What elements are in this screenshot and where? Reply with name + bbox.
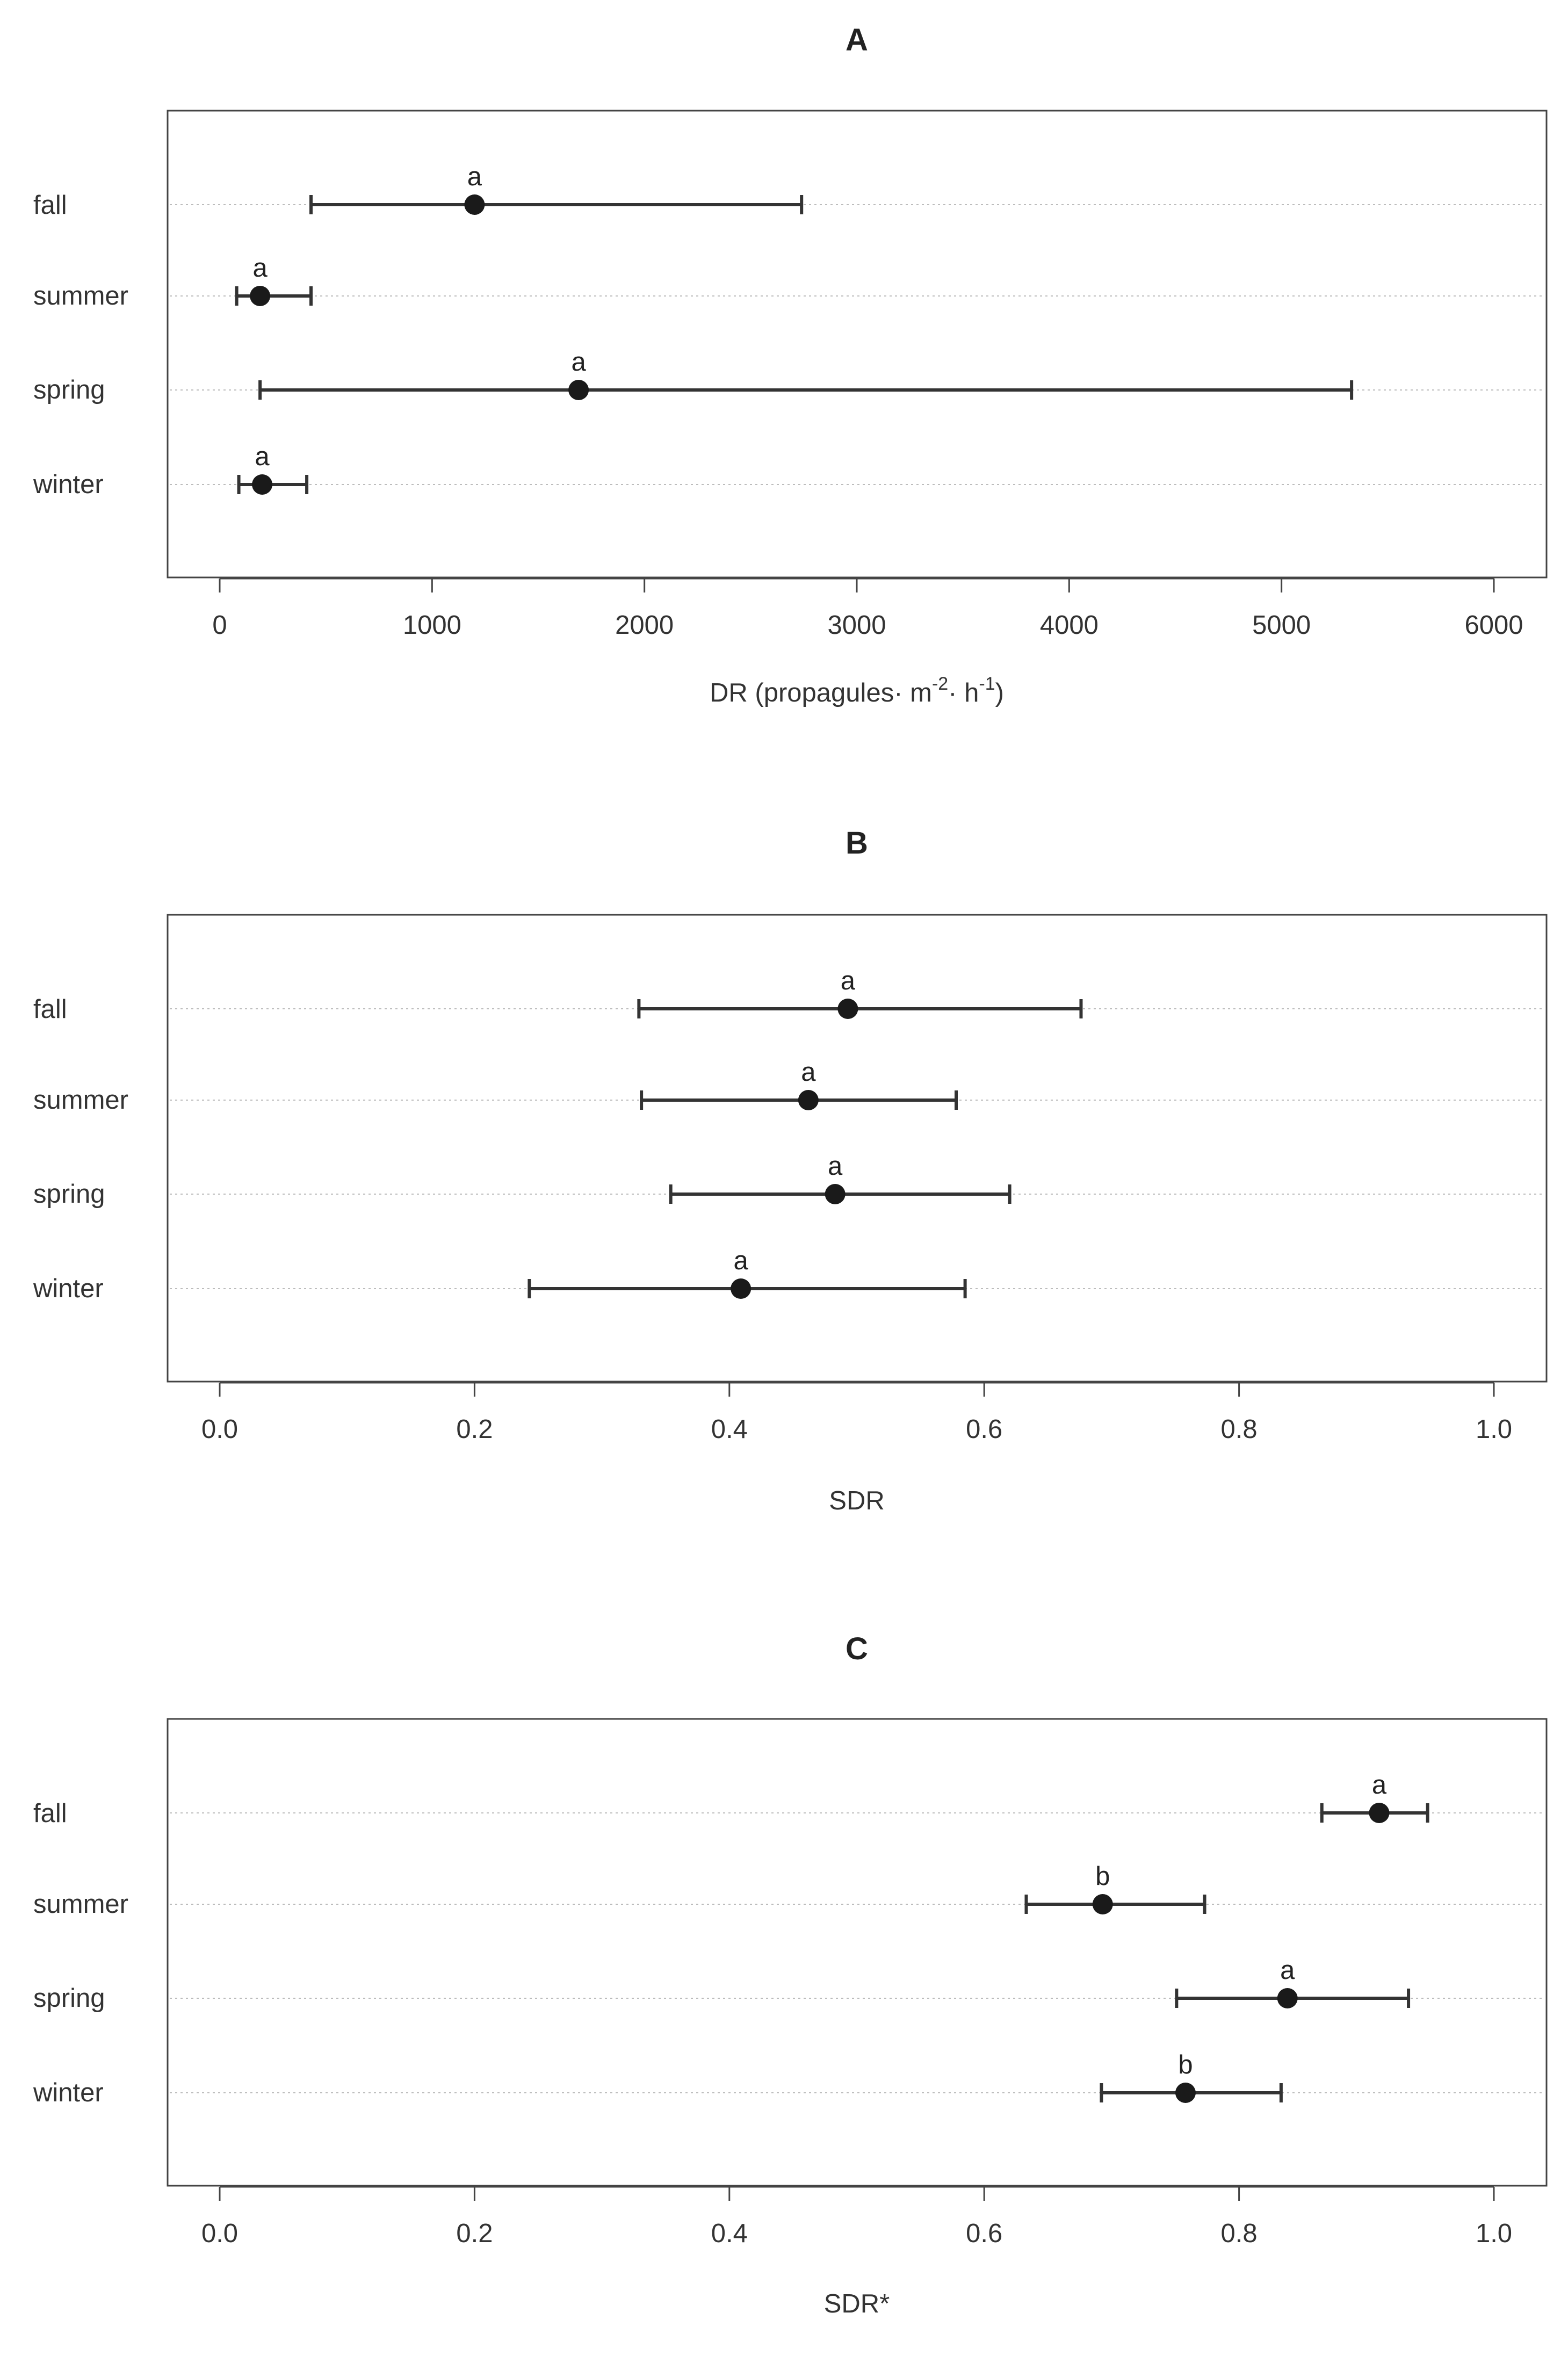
- panel-a-x-axis-label: DR (propagules· m-2· h-1): [710, 674, 1004, 707]
- panel-b-letter-summer: a: [801, 1058, 816, 1087]
- panel-a-label-spring: spring: [33, 375, 105, 404]
- panel-a-x-tick-label: 1000: [403, 611, 461, 640]
- panel-b-point-fall: [837, 999, 858, 1019]
- panel-b-x-tick-label: 0.8: [1221, 1415, 1258, 1444]
- panel-c-x-axis-label: SDR*: [824, 2289, 890, 2318]
- panel-c-label-fall: fall: [33, 1799, 67, 1828]
- panel-a-point-winter: [252, 474, 273, 495]
- panel-a-x-axis: 0 1000 2000 3000 4000 5000 6000: [212, 577, 1523, 640]
- panel-a-xlabel-prefix: DR (propagules: [710, 678, 894, 707]
- panel-c-x-axis: 0.0 0.2 0.4 0.6 0.8 1.0: [201, 2186, 1512, 2248]
- panel-c-category-labels: fall summer spring winter: [33, 1799, 128, 2107]
- panel-b-gridlines: [170, 1008, 1544, 1289]
- panel-c-label-spring: spring: [33, 1984, 105, 2013]
- panel-b-letter-winter: a: [734, 1246, 749, 1275]
- panel-a-letter-fall: a: [467, 162, 482, 191]
- panel-c-letter-summer: b: [1095, 1862, 1110, 1891]
- panel-c: C fall summer spring winter 0.0 0.2 0.4 0.6…: [33, 1631, 1548, 2318]
- panel-a-data-marks: a a a a: [235, 162, 1354, 495]
- panel-c-x-tick-label: 0.8: [1221, 2219, 1258, 2248]
- panel-c-data-marks: a b a b: [1024, 1770, 1429, 2103]
- panel-a-title: A: [846, 23, 868, 57]
- panel-c-gridlines: [170, 1812, 1544, 2093]
- panel-c-letter-spring: a: [1280, 1956, 1295, 1985]
- panel-c-x-tick-label: 0.6: [966, 2219, 1002, 2248]
- panel-c-point-summer: [1092, 1894, 1113, 1914]
- panel-a-xlabel-m-exp: -2: [932, 674, 948, 694]
- panel-b-x-tick-label: 0.0: [201, 1415, 238, 1444]
- panel-b-label-summer: summer: [33, 1086, 128, 1115]
- panel-c-point-winter: [1175, 2083, 1196, 2103]
- panel-c-label-winter: winter: [33, 2078, 104, 2107]
- panel-c-point-fall: [1369, 1803, 1390, 1823]
- panel-c-x-tick-label: 0.2: [456, 2219, 493, 2248]
- panel-a-x-tick-label: 6000: [1464, 611, 1523, 640]
- panel-b-x-tick-label: 0.4: [711, 1415, 748, 1444]
- panel-b-point-winter: [731, 1278, 752, 1299]
- panel-a-gridlines: [170, 204, 1544, 485]
- panel-a-x-tick-label: 2000: [615, 611, 674, 640]
- panel-a-point-summer: [250, 286, 271, 306]
- panel-a-letter-spring: a: [571, 348, 586, 377]
- panel-c-point-spring: [1277, 1988, 1298, 2008]
- panel-a-xlabel-m: m: [910, 678, 932, 707]
- panel-a-label-summer: summer: [33, 281, 128, 310]
- panel-b-title: B: [846, 826, 868, 861]
- panel-c-letter-fall: a: [1372, 1770, 1387, 1799]
- panel-a-xlabel-h: h: [964, 678, 979, 707]
- panel-b: B fall summer spring winter 0.0 0.2 0.4 0.6…: [33, 826, 1548, 1515]
- panel-c-x-tick-label: 1.0: [1476, 2219, 1512, 2248]
- panel-a-frame: [167, 110, 1548, 579]
- panel-c-x-tick-label: 0.4: [711, 2219, 748, 2248]
- panel-a-xlabel-dot-1: ·: [894, 678, 910, 707]
- panel-b-label-fall: fall: [33, 995, 67, 1024]
- panel-c-frame: [167, 1718, 1548, 2187]
- panel-a-category-labels: fall summer spring winter: [33, 191, 128, 499]
- panel-b-point-summer: [798, 1090, 819, 1110]
- panel-a-label-fall: fall: [33, 191, 67, 220]
- panel-b-x-axis: 0.0 0.2 0.4 0.6 0.8 1.0: [201, 1382, 1512, 1444]
- panel-b-letter-fall: a: [841, 966, 856, 995]
- panel-c-x-tick-label: 0.0: [201, 2219, 238, 2248]
- panel-a-x-tick-label: 0: [212, 611, 227, 640]
- panel-c-label-summer: summer: [33, 1890, 128, 1919]
- panel-b-category-labels: fall summer spring winter: [33, 995, 128, 1303]
- panel-b-point-spring: [825, 1184, 846, 1204]
- panel-b-x-axis-label: SDR: [829, 1486, 884, 1515]
- panel-a-x-tick-label: 5000: [1252, 611, 1311, 640]
- panel-a-xlabel-h-exp: -1: [979, 674, 995, 694]
- panel-a-letter-summer: a: [252, 254, 268, 283]
- panel-c-letter-winter: b: [1178, 2050, 1193, 2079]
- panel-a-x-tick-label: 4000: [1040, 611, 1099, 640]
- panel-b-x-tick-label: 0.6: [966, 1415, 1002, 1444]
- panel-a-letter-winter: a: [255, 442, 270, 471]
- panel-b-letter-spring: a: [828, 1152, 843, 1181]
- panel-a-point-spring: [568, 380, 589, 400]
- panel-a: A fall summer spring winter 0 1000 2000 300…: [33, 23, 1548, 707]
- panel-b-x-tick-label: 0.2: [456, 1415, 493, 1444]
- panel-b-label-spring: spring: [33, 1180, 105, 1209]
- panel-b-frame: [167, 914, 1548, 1383]
- panel-a-label-winter: winter: [33, 470, 104, 499]
- panel-c-title: C: [846, 1631, 868, 1666]
- panel-a-xlabel-suffix: ): [995, 678, 1004, 707]
- panel-a-x-tick-label: 3000: [827, 611, 886, 640]
- panel-a-xlabel-dot-2: ·: [948, 678, 964, 707]
- panel-b-data-marks: a a a a: [528, 966, 1083, 1299]
- panel-a-point-fall: [464, 194, 485, 215]
- panel-b-x-tick-label: 1.0: [1476, 1415, 1512, 1444]
- panel-b-label-winter: winter: [33, 1274, 104, 1303]
